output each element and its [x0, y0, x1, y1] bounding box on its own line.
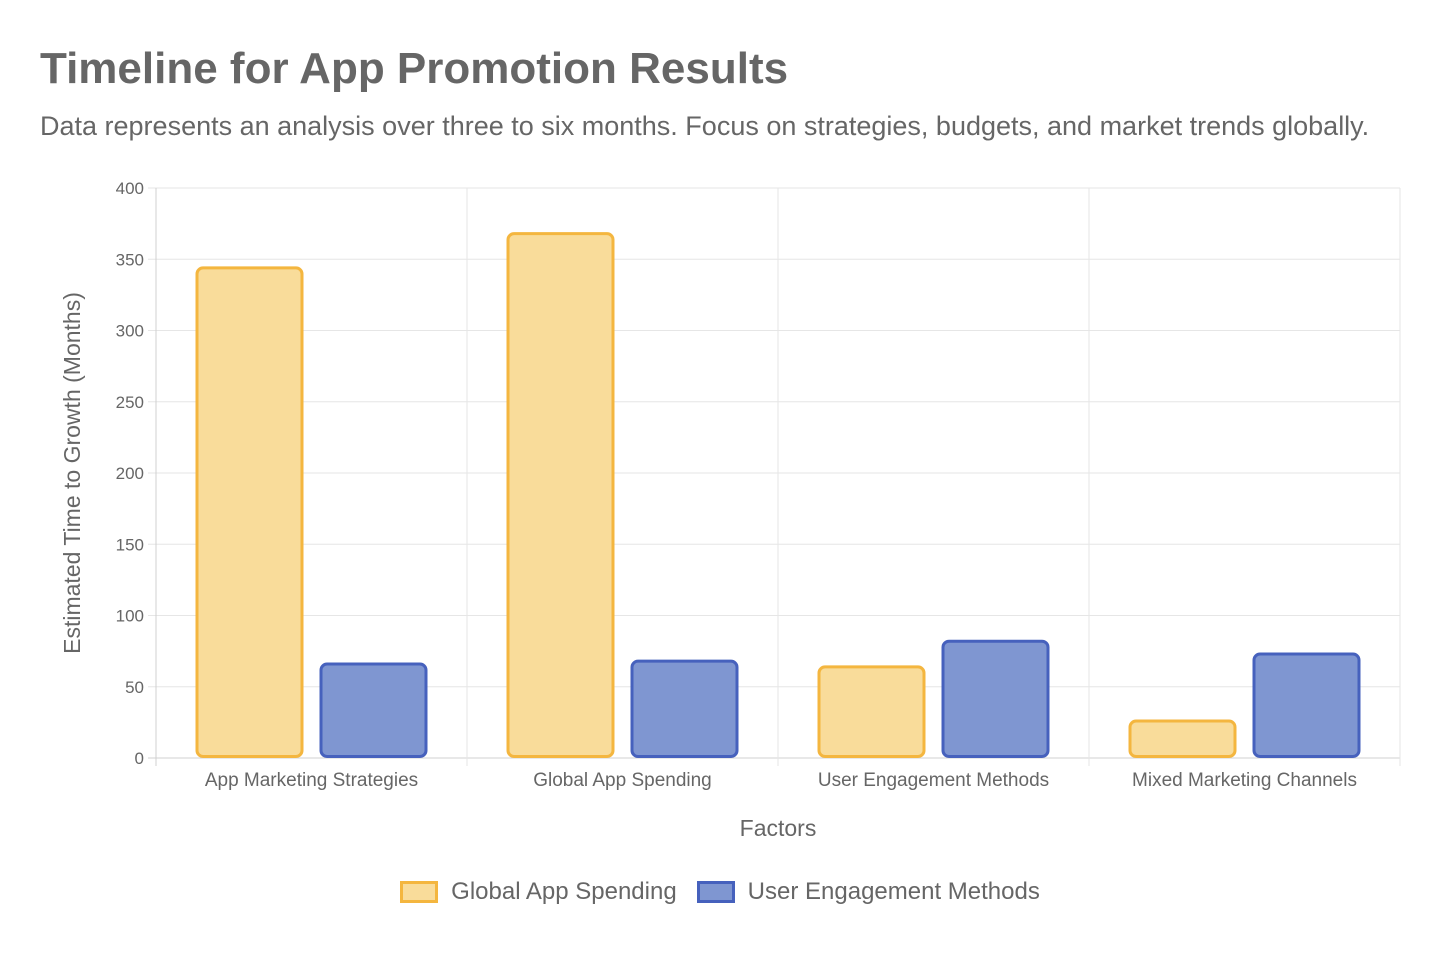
- x-tick-label: Global App Spending: [533, 770, 712, 791]
- legend-item-series-2[interactable]: User Engagement Methods: [696, 878, 1040, 906]
- bar-2-2: [630, 659, 739, 758]
- bar-2-1: [319, 662, 428, 759]
- chart-subtitle: Data represents an analysis over three t…: [40, 111, 1370, 141]
- y-tick-label: 100: [116, 607, 144, 626]
- y-tick-label: 200: [116, 464, 144, 483]
- legend-swatch-series-2: [696, 881, 735, 903]
- chart-legend: Global App Spending User Engagement Meth…: [0, 878, 1440, 906]
- y-tick-label: 250: [116, 393, 144, 412]
- y-tick-label: 350: [116, 250, 144, 269]
- y-tick-label: 150: [116, 535, 144, 554]
- x-tick-label: Mixed Marketing Channels: [1132, 770, 1357, 791]
- x-tick-label: User Engagement Methods: [818, 770, 1049, 791]
- y-axis-title: Estimated Time to Growth (Months): [59, 292, 85, 654]
- bar-2-4: [1252, 652, 1361, 758]
- legend-swatch-series-1: [400, 881, 439, 903]
- y-tick-label: 300: [116, 322, 144, 341]
- bar-1-4: [1128, 719, 1237, 759]
- y-tick-label: 0: [135, 749, 144, 768]
- x-axis-title: Factors: [740, 815, 817, 841]
- bar-1-3: [817, 665, 926, 758]
- bar-1-1: [195, 266, 304, 758]
- legend-item-series-1[interactable]: Global App Spending: [400, 878, 677, 906]
- x-tick-label: App Marketing Strategies: [205, 770, 418, 791]
- y-tick-label: 50: [125, 678, 144, 697]
- chart-title: Timeline for App Promotion Results: [40, 44, 789, 93]
- legend-label-series-1: Global App Spending: [451, 878, 677, 905]
- bar-2-3: [941, 639, 1050, 758]
- y-tick-label: 400: [116, 179, 144, 198]
- legend-label-series-2: User Engagement Methods: [747, 878, 1040, 905]
- bar-1-2: [506, 232, 615, 759]
